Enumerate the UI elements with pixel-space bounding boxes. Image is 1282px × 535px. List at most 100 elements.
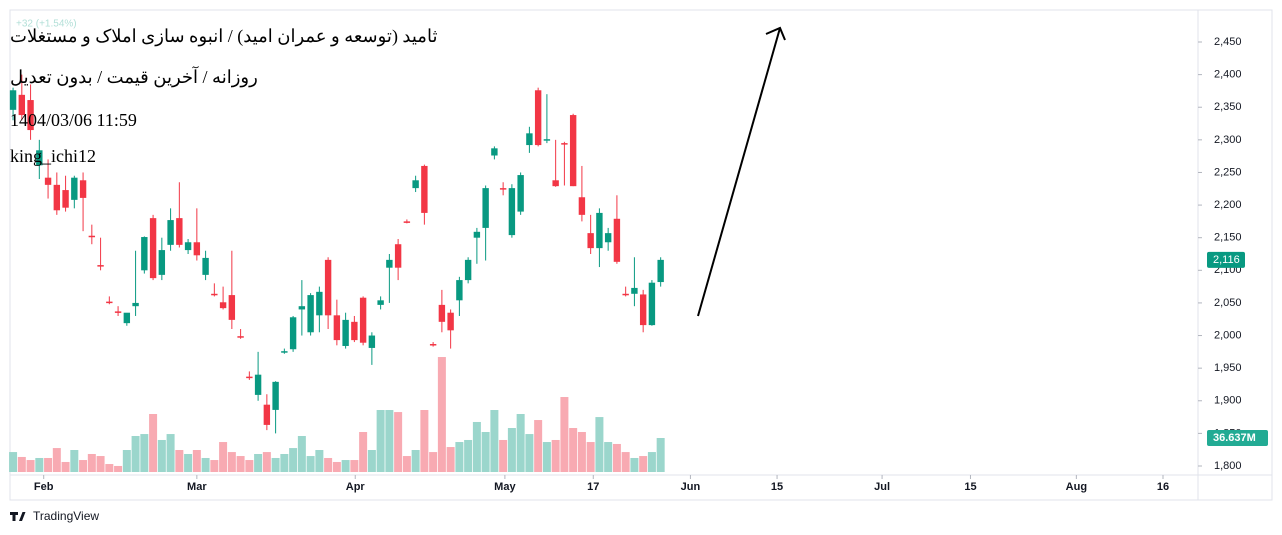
candle-body xyxy=(464,259,472,281)
volume-bar xyxy=(306,456,315,472)
volume-bar xyxy=(534,420,543,472)
candle-body xyxy=(394,244,402,268)
volume-bar xyxy=(525,434,534,472)
logo: TradingView xyxy=(10,509,99,523)
candle-body xyxy=(569,115,577,187)
x-tick-label: Apr xyxy=(346,481,366,493)
x-tick-label: 17 xyxy=(587,481,599,493)
volume-bar xyxy=(79,460,88,472)
candle-body xyxy=(456,280,463,301)
volume-bar xyxy=(87,453,96,472)
volume-bar xyxy=(70,450,79,472)
candle-body xyxy=(298,306,306,310)
volume-bar xyxy=(219,442,228,472)
volume-bar xyxy=(114,465,123,472)
volume-bar xyxy=(420,410,429,472)
volume-bar xyxy=(446,447,455,472)
candle-body xyxy=(412,180,419,189)
volume-bar xyxy=(560,397,569,472)
volume-bar xyxy=(52,448,61,472)
candle-body xyxy=(351,321,358,341)
candle-body xyxy=(429,344,437,346)
volume-bar xyxy=(639,456,648,472)
candle-body xyxy=(447,312,454,331)
candle-body xyxy=(482,188,489,228)
volume-bar xyxy=(604,442,613,472)
candle-body xyxy=(552,180,559,187)
candle-body xyxy=(281,351,288,353)
author: king_ichi12 xyxy=(10,146,96,166)
candle-body xyxy=(578,197,586,215)
x-tick-label: Jul xyxy=(874,481,890,493)
brand: TradingView xyxy=(33,509,99,523)
volume-bar xyxy=(577,432,586,472)
volume-bar xyxy=(595,417,604,472)
candle-body xyxy=(386,259,393,268)
x-tick-label: Mar xyxy=(187,481,207,493)
candle-body xyxy=(377,300,384,305)
chart-title: ثامید (توسعه و عمران امید) / انبوه سازی … xyxy=(10,26,438,46)
y-tick-label: 2,300 xyxy=(1214,134,1242,146)
volume-bar xyxy=(105,464,114,472)
volume-bar xyxy=(9,452,18,472)
volume-bar xyxy=(315,450,324,472)
candle-body xyxy=(18,94,26,116)
volume-bar xyxy=(26,460,35,472)
candle-body xyxy=(9,90,17,110)
candle-body xyxy=(132,302,139,307)
y-tick-label: 2,200 xyxy=(1214,199,1242,211)
candle-body xyxy=(534,90,542,146)
volume-bar xyxy=(656,438,665,472)
volume-bar xyxy=(236,456,245,472)
candle-body xyxy=(123,312,131,324)
volume-bar xyxy=(376,410,385,472)
volume-bar xyxy=(210,460,219,472)
volume-bar xyxy=(429,452,438,472)
y-tick-label: 2,000 xyxy=(1214,329,1242,341)
y-tick-label: 2,450 xyxy=(1214,36,1242,48)
volume-bar xyxy=(122,450,131,472)
candle-body xyxy=(167,220,174,245)
candle-body xyxy=(289,317,297,350)
candle-body xyxy=(149,218,157,279)
arrow-head xyxy=(765,26,786,41)
candle-body xyxy=(211,293,218,296)
y-tick-label: 2,350 xyxy=(1214,101,1242,113)
volume-bar xyxy=(44,457,53,472)
last-price-tag xyxy=(1207,251,1245,268)
volume-bar xyxy=(359,432,368,472)
candle-body xyxy=(561,143,568,145)
volume-bar xyxy=(297,435,306,472)
candle-body xyxy=(263,404,271,425)
candle-body xyxy=(342,319,349,346)
candle-body xyxy=(403,221,411,223)
volume-bar xyxy=(201,457,210,472)
volume-bar xyxy=(131,435,140,472)
candle-body xyxy=(272,381,279,410)
candle-body xyxy=(508,188,516,236)
last-price-label: 2,116 xyxy=(1213,254,1240,266)
candle-body xyxy=(491,148,498,156)
candle-body xyxy=(219,302,227,309)
volume-bar xyxy=(437,357,446,472)
volume-bar xyxy=(289,448,298,472)
candle-body xyxy=(499,188,507,190)
volume-bar xyxy=(61,461,70,472)
candle-body xyxy=(438,304,446,322)
trend-arrow xyxy=(697,27,781,317)
candle-body xyxy=(543,139,551,141)
candle-body xyxy=(193,242,201,256)
volume-bar xyxy=(385,410,394,472)
chart-subtitle: روزانه / آخرین قیمت / بدون تعدیل xyxy=(10,67,258,87)
volume-bar xyxy=(254,453,263,472)
candle-body xyxy=(141,237,148,271)
candle-body xyxy=(604,233,612,243)
volume-bar xyxy=(490,410,499,472)
volume-bar xyxy=(621,452,630,472)
x-tick-label: 15 xyxy=(964,481,976,493)
volume-bar xyxy=(586,442,595,472)
candle-body xyxy=(97,265,104,267)
candle-body xyxy=(202,257,209,275)
